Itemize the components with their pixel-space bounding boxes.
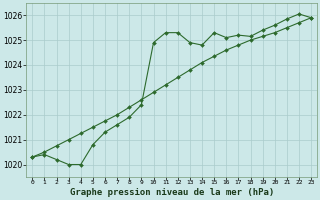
X-axis label: Graphe pression niveau de la mer (hPa): Graphe pression niveau de la mer (hPa) xyxy=(69,188,274,197)
